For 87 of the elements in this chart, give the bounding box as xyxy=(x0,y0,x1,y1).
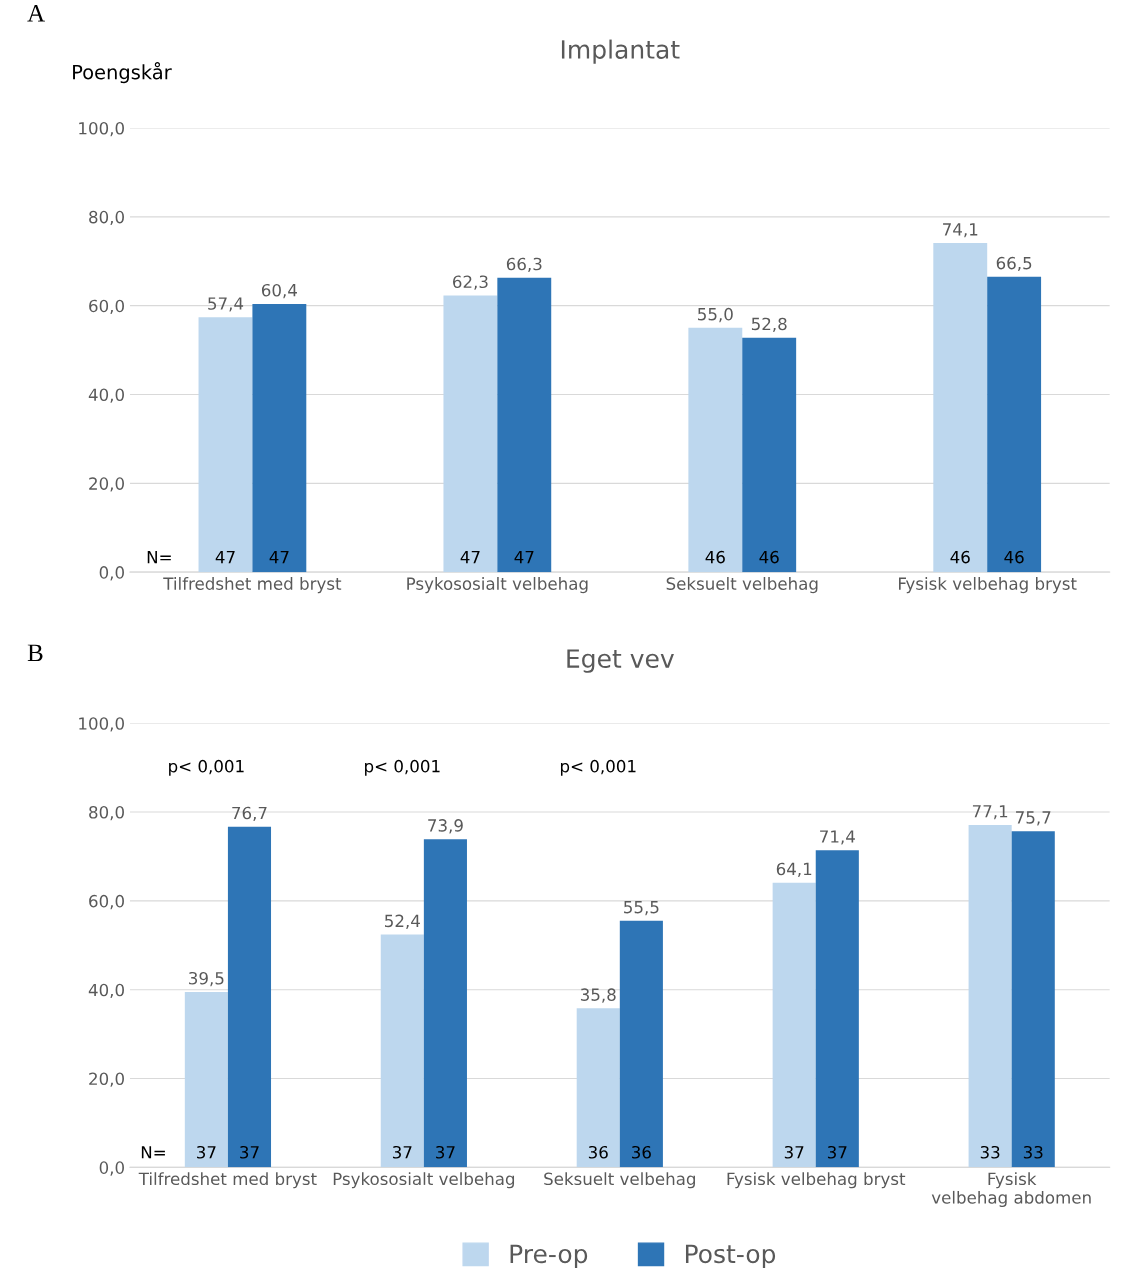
annotation: 37 xyxy=(392,1145,412,1159)
chart-title: Implantat xyxy=(561,39,680,64)
y-tick-label: 60,0 xyxy=(89,299,124,314)
annotation: 46 xyxy=(1004,550,1024,564)
annotation: 37 xyxy=(784,1145,804,1159)
bar xyxy=(742,337,797,573)
x-tick-label: Seksuelt velbehag xyxy=(544,1172,695,1189)
y-tick-label: 80,0 xyxy=(89,210,124,226)
annotation: 47 xyxy=(460,550,480,564)
annotation: 33 xyxy=(1023,1145,1043,1159)
data-label: 55,5 xyxy=(624,901,659,916)
annotation: 37 xyxy=(436,1145,455,1159)
x-tick-label: Seksuelt velbehag xyxy=(666,577,818,594)
y-tick-label: 20,0 xyxy=(89,477,124,492)
x-tick-label: Fysisk velbehag bryst xyxy=(727,1172,906,1189)
annotation: 36 xyxy=(588,1145,608,1159)
chart-title: Eget vev xyxy=(567,649,674,673)
y-tick-label: 60,0 xyxy=(89,894,124,910)
bar xyxy=(497,277,552,573)
bar xyxy=(443,295,498,573)
bar xyxy=(1011,831,1055,1168)
data-label: 57,4 xyxy=(208,297,244,312)
data-label: 76,7 xyxy=(232,806,267,821)
data-label: 62,3 xyxy=(453,275,488,290)
annotation: 46 xyxy=(705,550,725,564)
data-label: 66,3 xyxy=(506,257,542,272)
annotation: 37 xyxy=(240,1145,259,1159)
x-tick-label: Fysisk velbehag abdomen xyxy=(931,1172,1091,1208)
bar xyxy=(619,920,663,1168)
annotation: 46 xyxy=(759,550,779,564)
annotation: 47 xyxy=(215,550,235,564)
data-label: 66,5 xyxy=(996,256,1032,272)
bar xyxy=(968,824,1012,1168)
data-label: 60,4 xyxy=(261,283,297,299)
bar xyxy=(252,303,307,573)
x-tick-label: Psykososialt velbehag xyxy=(333,1172,515,1189)
data-label: 74,1 xyxy=(943,223,978,238)
bar xyxy=(423,839,467,1168)
annotation: p< 0,001 xyxy=(365,759,440,776)
y-tick-label: 40,0 xyxy=(88,983,124,998)
data-label: 64,1 xyxy=(776,862,812,877)
x-tick-label: Tilfredshet med bryst xyxy=(138,1172,317,1189)
annotation: 46 xyxy=(950,550,970,564)
data-label: 35,8 xyxy=(580,988,616,1003)
x-tick-label: Fysisk velbehag bryst xyxy=(899,577,1077,594)
bar xyxy=(688,327,743,573)
legend-label: Post-op xyxy=(685,1244,776,1269)
y-axis-title: Poengskår xyxy=(73,62,172,84)
annotation: 33 xyxy=(980,1145,1000,1159)
data-label: 39,5 xyxy=(189,971,224,987)
text: B xyxy=(27,644,43,662)
y-tick-label: 100,0 xyxy=(79,717,124,732)
bar xyxy=(933,243,988,573)
annotation: 37 xyxy=(197,1145,216,1159)
bar xyxy=(198,317,253,573)
annotation: 37 xyxy=(827,1145,847,1159)
legend-label: Pre-op xyxy=(510,1244,588,1269)
y-tick-label: 0,0 xyxy=(99,566,124,581)
x-tick-label: Tilfredshet med bryst xyxy=(163,577,342,594)
bar xyxy=(576,1008,620,1168)
annotation: 36 xyxy=(632,1145,651,1159)
annotation: N= xyxy=(141,1146,165,1159)
y-tick-label: 40,0 xyxy=(88,388,124,403)
text: A xyxy=(27,4,45,22)
annotation: 47 xyxy=(514,550,534,564)
y-tick-label: 0,0 xyxy=(99,1161,124,1176)
y-tick-label: 20,0 xyxy=(89,1072,124,1087)
y-tick-label: 80,0 xyxy=(89,805,124,821)
data-label: 75,7 xyxy=(1016,811,1051,826)
bar xyxy=(987,276,1042,573)
annotation: 47 xyxy=(269,550,289,564)
data-label: 55,0 xyxy=(698,307,733,323)
annotation: p< 0,001 xyxy=(560,759,636,776)
x-tick-label: Psykososialt velbehag xyxy=(407,577,588,594)
data-label: 52,4 xyxy=(385,914,420,929)
bar xyxy=(815,850,859,1168)
annotation: p< 0,001 xyxy=(169,759,244,776)
data-label: 52,8 xyxy=(751,317,787,332)
annotation: N= xyxy=(147,550,171,564)
bar xyxy=(772,882,816,1168)
y-tick-label: 100,0 xyxy=(79,121,124,137)
data-label: 71,4 xyxy=(820,830,855,845)
bar xyxy=(227,826,272,1168)
data-label: 73,9 xyxy=(428,819,463,834)
bar xyxy=(184,991,228,1168)
data-label: 77,1 xyxy=(972,805,1008,820)
bar xyxy=(380,934,424,1168)
